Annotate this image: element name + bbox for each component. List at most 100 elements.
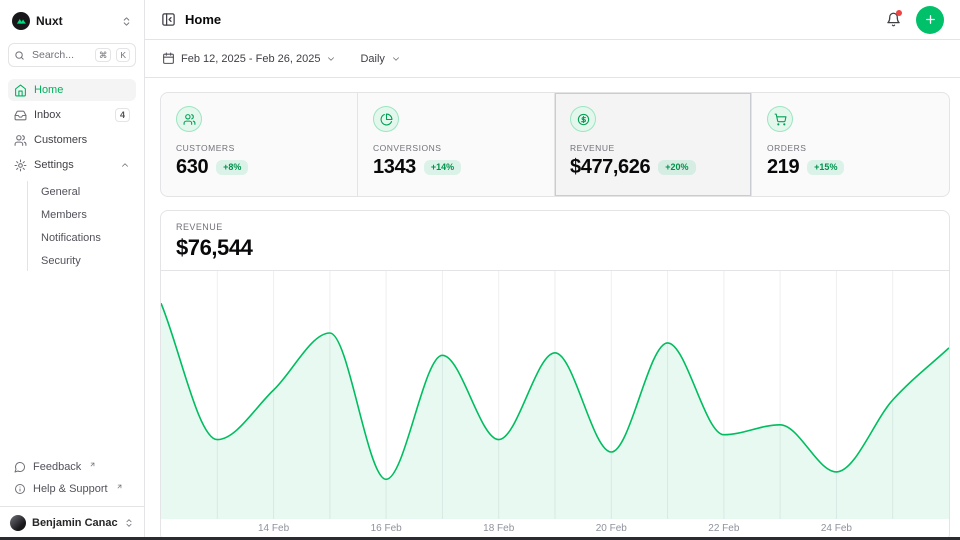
- help-support-link[interactable]: Help & Support: [8, 479, 136, 499]
- chart-total-value: $76,544: [176, 235, 253, 260]
- inbox-icon: [14, 109, 27, 122]
- dashboard-content: CUSTOMERS 630 +8% CONVERSIONS 1343 +14%: [145, 78, 960, 540]
- x-tick-label: 16 Feb: [370, 523, 402, 534]
- stat-delta-badge: +20%: [658, 159, 696, 175]
- sub-item-label: Members: [41, 208, 87, 221]
- sidebar-item-settings[interactable]: Settings: [8, 154, 136, 176]
- pie-chart-icon: [373, 106, 399, 132]
- workspace-selector[interactable]: Nuxt: [8, 8, 136, 34]
- stat-delta-badge: +15%: [807, 159, 845, 175]
- feedback-link[interactable]: Feedback: [8, 457, 136, 477]
- stat-label: CUSTOMERS: [176, 143, 235, 153]
- external-link-icon: [89, 461, 96, 468]
- home-icon: [14, 84, 27, 97]
- filter-toolbar: Feb 12, 2025 - Feb 26, 2025 Daily: [145, 40, 960, 78]
- kbd-k: K: [116, 47, 130, 63]
- add-button[interactable]: [916, 5, 944, 34]
- sidebar-item-label: Home: [34, 84, 64, 96]
- feedback-label: Feedback: [33, 461, 82, 473]
- sidebar-item-customers[interactable]: Customers: [8, 129, 136, 151]
- stat-label: CONVERSIONS: [373, 143, 442, 153]
- user-menu[interactable]: Benjamin Canac: [0, 506, 144, 540]
- x-tick-label: 24 Feb: [820, 523, 852, 534]
- chevrons-up-down-icon: [124, 518, 134, 528]
- sidebar: Nuxt ⌘ K Home Inb: [0, 0, 145, 540]
- sidebar-nav: Home Inbox 4 Customers Settings: [8, 79, 136, 457]
- page-title: Home: [185, 12, 222, 27]
- stat-delta-badge: +8%: [216, 159, 249, 175]
- sidebar-item-members[interactable]: Members: [28, 204, 136, 225]
- chevron-down-icon: [391, 54, 401, 64]
- sidebar-item-label: Customers: [34, 134, 88, 146]
- search-box[interactable]: ⌘ K: [8, 43, 136, 67]
- sidebar-item-general[interactable]: General: [28, 181, 136, 202]
- x-tick-label: 14 Feb: [257, 523, 290, 534]
- dollar-circle-icon: [570, 106, 596, 132]
- chart-title: REVENUE: [176, 222, 223, 232]
- collapse-sidebar-button[interactable]: [161, 12, 176, 27]
- avatar: [10, 515, 26, 531]
- chevron-up-icon: [120, 160, 130, 170]
- help-support-label: Help & Support: [33, 483, 108, 495]
- calendar-icon: [162, 52, 175, 65]
- notification-dot: [896, 10, 902, 16]
- stat-card-orders[interactable]: ORDERS 219 +15%: [752, 93, 949, 196]
- chart-header: REVENUE $76,544: [161, 211, 949, 271]
- bell-icon: [887, 12, 900, 27]
- sub-item-label: Notifications: [41, 231, 101, 244]
- main-panel: Home Feb 12, 2025 - Feb 26, 2025: [145, 0, 960, 540]
- external-link-icon: [116, 483, 123, 490]
- sidebar-item-label: Settings: [34, 159, 74, 171]
- revenue-chart[interactable]: [161, 271, 949, 519]
- cart-icon: [767, 106, 793, 132]
- gear-icon: [14, 159, 27, 172]
- kbd-meta: ⌘: [94, 47, 112, 63]
- stat-delta-badge: +14%: [423, 159, 462, 175]
- date-range-button[interactable]: Feb 12, 2025 - Feb 26, 2025: [162, 52, 336, 65]
- search-icon: [14, 50, 25, 61]
- message-circle-icon: [14, 461, 26, 473]
- sidebar-item-label: Inbox: [34, 109, 61, 121]
- search-input[interactable]: [30, 48, 90, 62]
- x-axis-ticks: 14 Feb 16 Feb 18 Feb 20 Feb 22 Feb 24 Feb: [161, 519, 949, 540]
- x-tick-label: 20 Feb: [595, 523, 627, 534]
- inbox-count-badge: 4: [114, 107, 130, 123]
- date-range-label: Feb 12, 2025 - Feb 26, 2025: [181, 52, 321, 65]
- topbar: Home: [145, 0, 960, 40]
- settings-sub-list: General Members Notifications Security: [27, 181, 136, 271]
- revenue-chart-card: REVENUE $76,544 14 Feb 16 Feb 18 Feb 20 Feb…: [160, 210, 950, 540]
- stats-row: CUSTOMERS 630 +8% CONVERSIONS 1343 +14%: [160, 92, 950, 197]
- chevrons-up-down-icon: [121, 16, 132, 27]
- stat-label: REVENUE: [570, 143, 615, 153]
- stat-value: 630: [176, 156, 209, 178]
- sidebar-item-home[interactable]: Home: [8, 79, 136, 101]
- period-label: Daily: [360, 52, 385, 65]
- workspace-name: Nuxt: [36, 14, 63, 28]
- x-tick-label: 18 Feb: [483, 523, 515, 534]
- stat-label: ORDERS: [767, 143, 807, 153]
- sidebar-item-security[interactable]: Security: [28, 250, 136, 271]
- stat-card-customers[interactable]: CUSTOMERS 630 +8%: [161, 93, 358, 196]
- sub-item-label: Security: [41, 254, 81, 267]
- info-icon: [14, 483, 26, 495]
- screen-bottom-edge: [0, 537, 960, 540]
- notifications-button[interactable]: [886, 10, 902, 27]
- users-icon: [14, 134, 27, 147]
- stat-card-revenue[interactable]: REVENUE $477,626 +20%: [555, 93, 752, 196]
- x-tick-label: 22 Feb: [708, 523, 740, 534]
- stat-card-conversions[interactable]: CONVERSIONS 1343 +14%: [358, 93, 555, 196]
- users-icon: [176, 106, 202, 132]
- topbar-actions: [886, 5, 944, 34]
- nuxt-logo-icon: [12, 12, 30, 30]
- sidebar-item-inbox[interactable]: Inbox 4: [8, 104, 136, 126]
- period-select[interactable]: Daily: [360, 53, 400, 65]
- stat-value: 1343: [373, 156, 416, 178]
- chevron-down-icon: [326, 54, 336, 64]
- sidebar-item-notifications[interactable]: Notifications: [28, 227, 136, 248]
- plus-icon: [925, 15, 935, 24]
- stat-value: $477,626: [570, 156, 651, 178]
- area-fill: [161, 303, 949, 519]
- area-line: [161, 302, 949, 481]
- sub-item-label: General: [41, 185, 81, 198]
